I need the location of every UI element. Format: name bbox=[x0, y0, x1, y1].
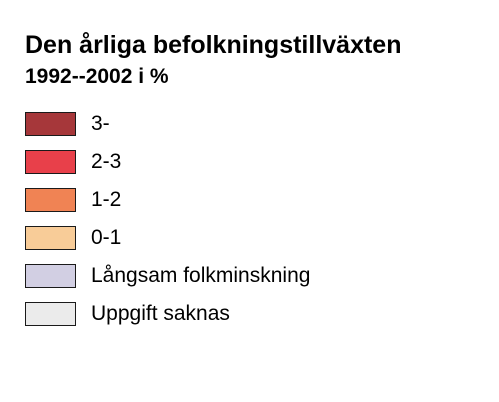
legend-swatch-slow-decline bbox=[25, 264, 76, 288]
legend-swatch-no-data bbox=[25, 302, 76, 326]
legend-label-0-1: 0-1 bbox=[91, 226, 122, 249]
legend-label-slow-decline: Långsam folkminskning bbox=[91, 264, 311, 287]
legend-swatch-1-2 bbox=[25, 188, 76, 212]
legend-item-3-plus: 3- bbox=[25, 105, 485, 143]
legend-label-2-3: 2-3 bbox=[91, 150, 122, 173]
legend-item-2-3: 2-3 bbox=[25, 143, 485, 181]
legend-label-3-plus: 3- bbox=[91, 112, 110, 135]
legend-item-slow-decline: Långsam folkminskning bbox=[25, 257, 485, 295]
map-legend: Den årliga befolkningstillväxten 1992--2… bbox=[25, 30, 485, 333]
legend-label-1-2: 1-2 bbox=[91, 188, 122, 211]
legend-swatch-0-1 bbox=[25, 226, 76, 250]
legend-items: 3- 2-3 1-2 0-1 Långsam folkminskning Upp… bbox=[25, 105, 485, 333]
legend-item-0-1: 0-1 bbox=[25, 219, 485, 257]
legend-label-no-data: Uppgift saknas bbox=[91, 302, 230, 325]
legend-item-no-data: Uppgift saknas bbox=[25, 295, 485, 333]
legend-item-1-2: 1-2 bbox=[25, 181, 485, 219]
legend-swatch-2-3 bbox=[25, 150, 76, 174]
legend-swatch-3-plus bbox=[25, 112, 76, 136]
legend-subtitle: 1992--2002 i % bbox=[25, 65, 169, 88]
legend-title: Den årliga befolkningstillväxten bbox=[25, 31, 402, 59]
